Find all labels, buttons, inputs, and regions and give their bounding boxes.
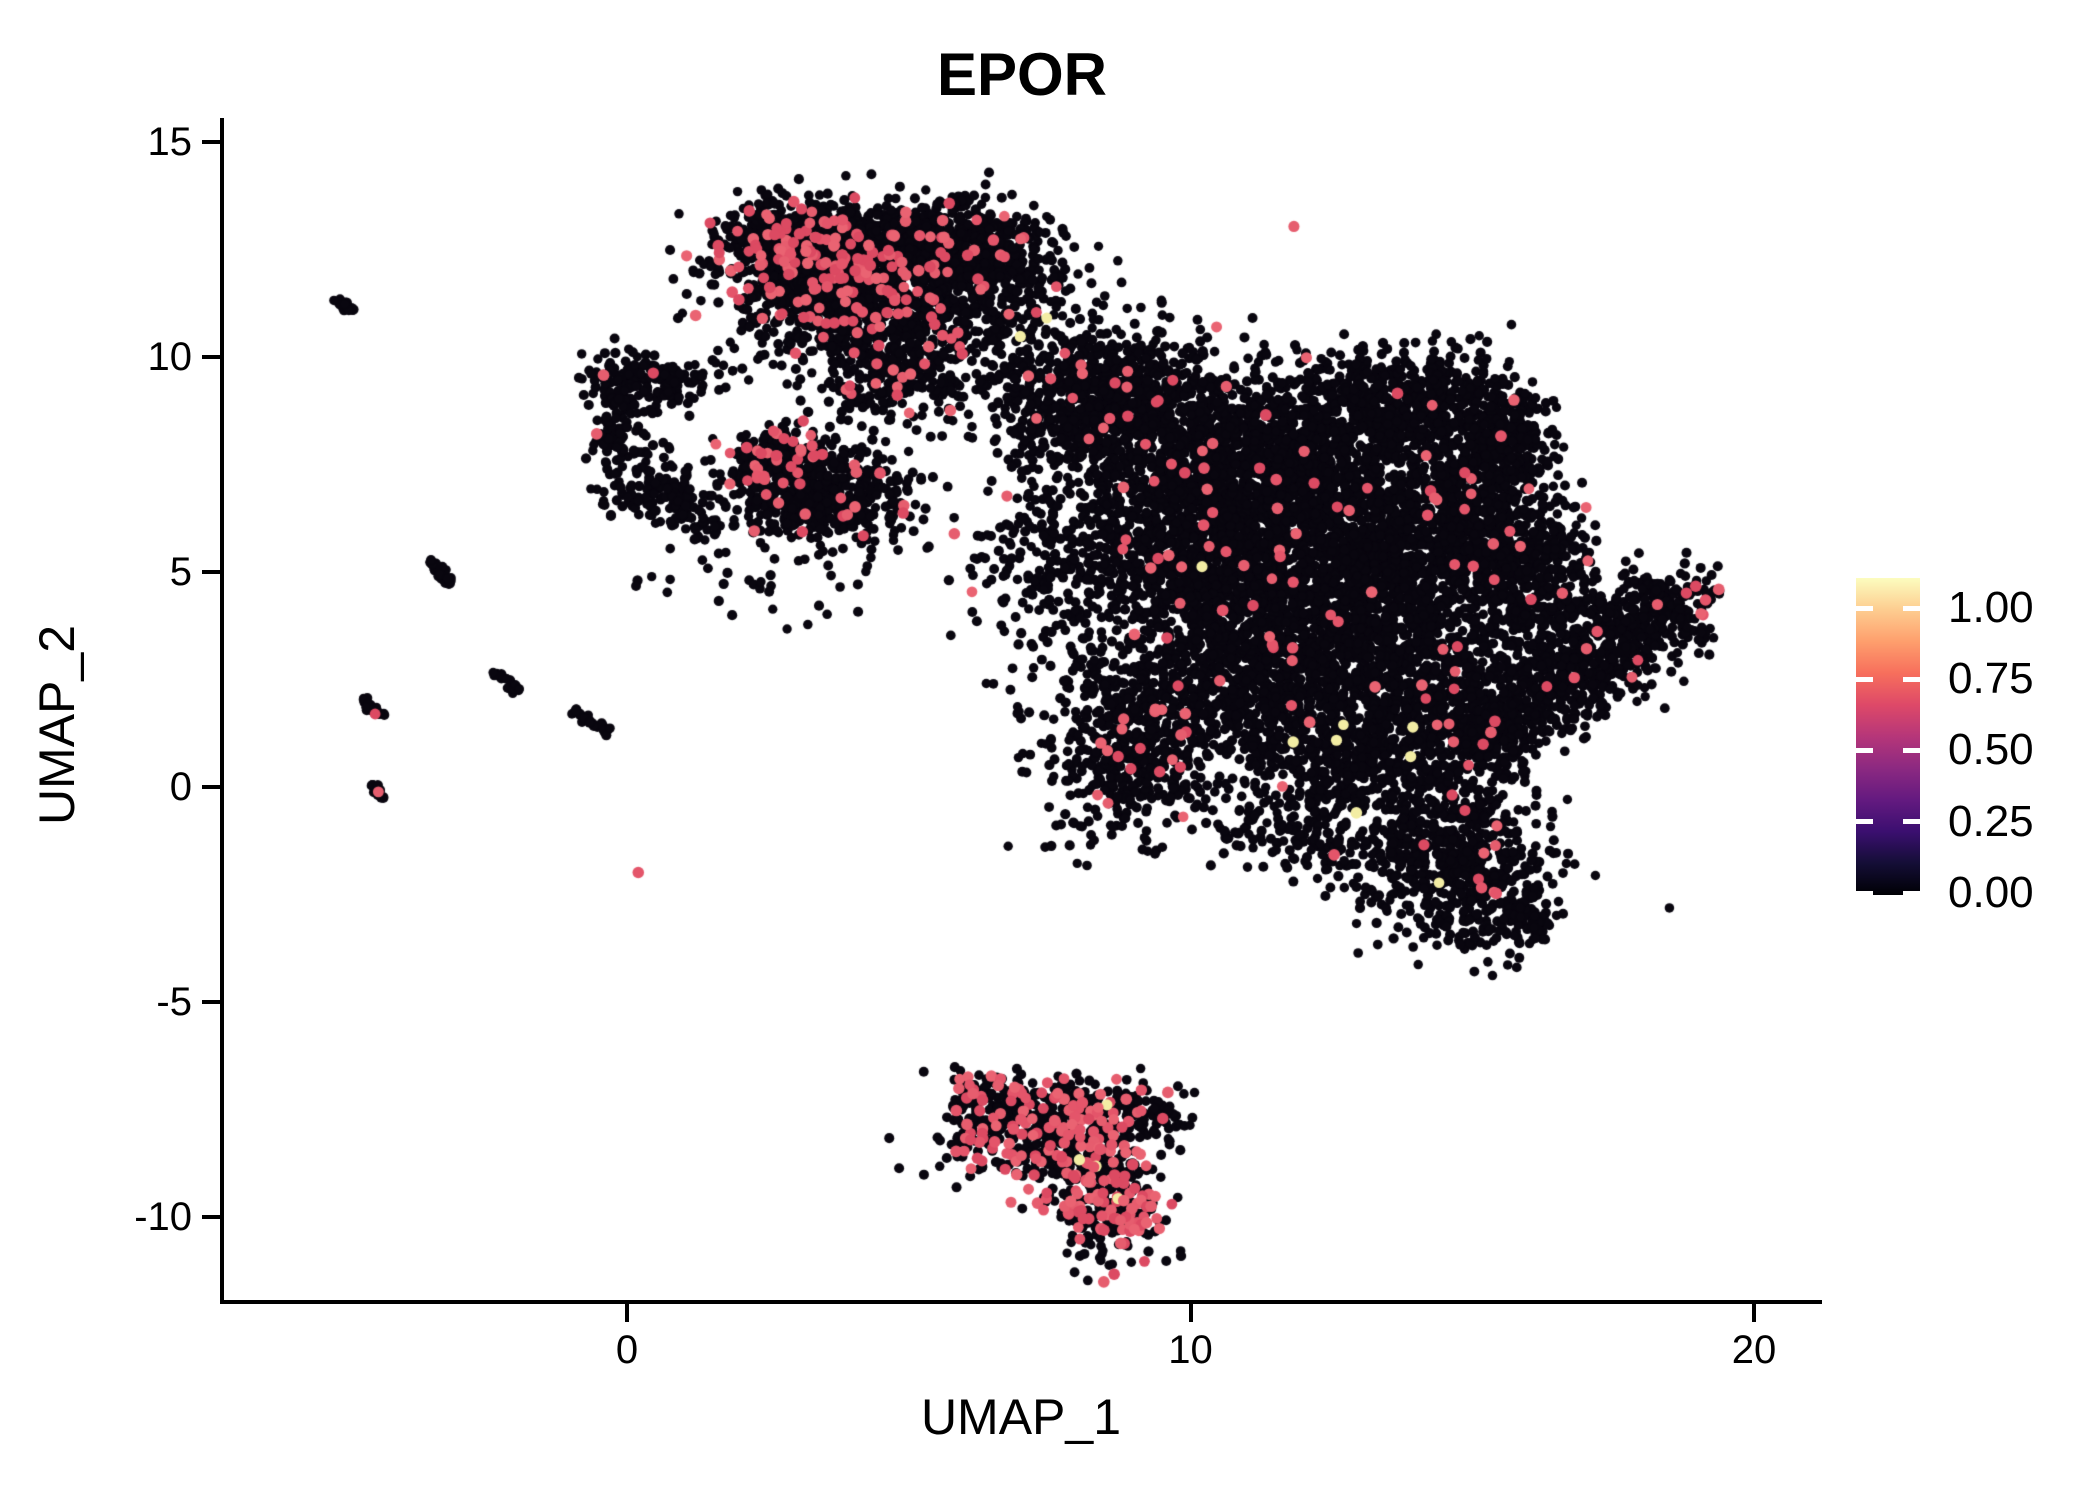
colorbar-tick-mark: [1856, 819, 1873, 825]
x-tick-label: 0: [615, 1328, 639, 1372]
y-tick-label: 10: [147, 334, 193, 379]
colorbar-tick-mark: [1856, 890, 1873, 896]
x-tick-mark: [625, 1304, 629, 1322]
y-tick-mark: [202, 139, 220, 144]
y-axis-title: UMAP_2: [29, 624, 85, 826]
colorbar-tick-label: 0.00: [1948, 868, 2034, 918]
plot-title: EPOR: [936, 41, 1108, 108]
y-axis-line: [220, 118, 224, 1304]
colorbar-tick-mark: [1903, 819, 1920, 825]
y-tick-label: -5: [156, 979, 192, 1024]
colorbar-tick-mark: [1903, 747, 1920, 753]
y-tick-mark: [202, 354, 220, 359]
x-tick-label: 20: [1731, 1328, 1777, 1372]
y-tick-mark: [202, 1214, 220, 1219]
y-tick-label: -10: [134, 1194, 192, 1239]
colorbar-tick-mark: [1903, 605, 1920, 611]
colorbar-tick-label: 0.50: [1948, 725, 2034, 775]
colorbar-tick-mark: [1856, 605, 1873, 611]
y-tick-label: 0: [169, 764, 192, 809]
colorbar-gradient: [1856, 578, 1920, 895]
colorbar-tick-mark: [1856, 747, 1873, 753]
x-tick-label: 10: [1168, 1328, 1213, 1372]
x-tick-mark: [1188, 1304, 1193, 1322]
colorbar-tick-mark: [1903, 676, 1920, 682]
x-axis-line: [220, 1300, 1822, 1304]
y-tick-mark: [202, 784, 220, 789]
colorbar-tick-label: 0.75: [1948, 654, 2034, 704]
y-tick-label: 15: [147, 119, 193, 164]
y-tick-label: 5: [169, 549, 192, 594]
y-tick-mark: [202, 569, 220, 574]
x-axis-title: UMAP_1: [920, 1389, 1122, 1445]
colorbar-tick-label: 1.00: [1948, 583, 2034, 633]
x-tick-mark: [1752, 1304, 1756, 1322]
colorbar-tick-mark: [1903, 890, 1920, 896]
y-tick-mark: [202, 999, 220, 1004]
colorbar-tick-mark: [1856, 676, 1873, 682]
colorbar-tick-label: 0.25: [1948, 796, 2034, 846]
